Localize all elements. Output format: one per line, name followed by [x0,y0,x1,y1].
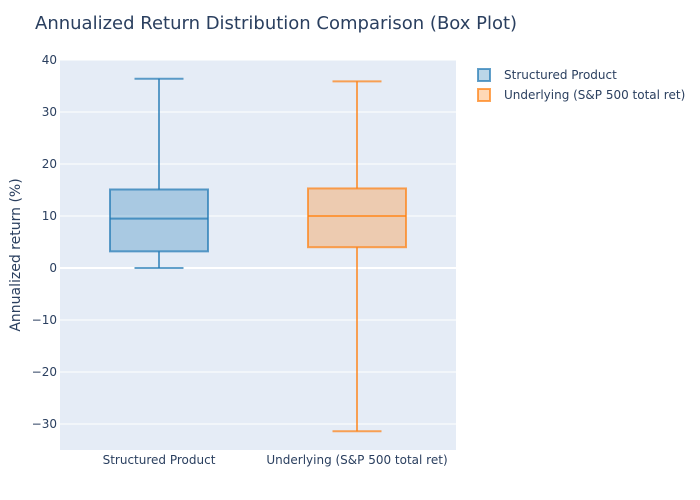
legend-swatch [477,68,491,82]
y-axis-title: Annualized return (%) [8,178,24,331]
y-tick-label: 20 [42,157,57,171]
gridlines [60,59,456,425]
legend-item: Structured Product [477,68,617,82]
legend: Structured Product Underlying (S&P 500 to… [477,68,685,102]
box-2 [307,80,407,433]
y-tick-label: −10 [32,313,57,327]
y-tick-label: 10 [42,209,57,223]
y-tick-label: 0 [49,261,57,275]
plot-area [60,60,456,450]
box-1 [109,77,209,269]
x-axis-ticks: Structured Product Underlying (S&P 500 to… [103,453,448,467]
legend-swatch [477,88,491,102]
x-tick-label: Structured Product [103,453,216,467]
legend-item: Underlying (S&P 500 total ret) [477,88,685,102]
y-tick-label: 40 [42,53,57,67]
chart-title: Annualized Return Distribution Compariso… [35,13,517,34]
y-axis-ticks: −30 −20 −10 0 10 20 30 40 [32,53,57,431]
y-tick-label: 30 [42,105,57,119]
y-tick-label: −30 [32,417,57,431]
box-series [109,77,407,433]
iqr-box [307,187,407,249]
iqr-box [109,188,209,253]
legend-label: Structured Product [504,68,617,82]
y-tick-label: −20 [32,365,57,379]
x-tick-label: Underlying (S&P 500 total ret) [266,453,447,467]
legend-label: Underlying (S&P 500 total ret) [504,88,685,102]
